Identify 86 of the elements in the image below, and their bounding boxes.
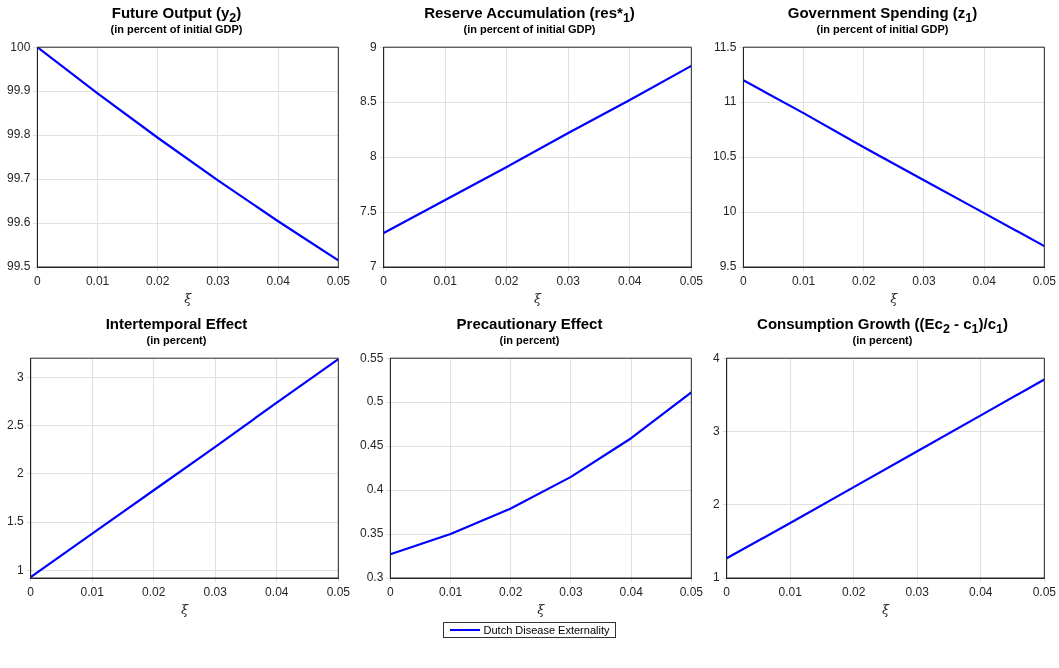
y-tick-label: 2.5 <box>6 417 24 432</box>
x-tick-label: 0 <box>27 584 35 599</box>
x-axis-title: ξ <box>533 290 542 306</box>
x-tick-label: 0.03 <box>556 273 581 288</box>
y-tick-label: 99.5 <box>7 259 31 274</box>
y-tick-label: 9.5 <box>719 259 737 274</box>
y-tick-label: 100 <box>10 39 31 54</box>
x-tick-label: 0.04 <box>265 584 289 599</box>
chart-title: Intertemporal Effect <box>104 315 249 334</box>
x-tick-label: 0 <box>740 273 748 288</box>
y-tick-label: 99.6 <box>7 215 31 230</box>
y-tick-label: 1.5 <box>6 514 24 529</box>
x-tick-label: 0.05 <box>679 584 704 599</box>
y-tick-label: 0.3 <box>366 570 384 585</box>
y-tick-label: 99.8 <box>7 127 31 142</box>
y-tick-label: 9 <box>369 39 377 54</box>
y-tick-label: 0.45 <box>360 438 384 453</box>
x-tick-label: 0.01 <box>85 273 110 288</box>
chart-title: Future Output (y$_{2}$) <box>110 4 243 25</box>
x-tick-label: 0 <box>34 273 42 288</box>
x-tick-label: 0.04 <box>969 584 993 599</box>
x-tick-label: 0 <box>380 273 388 288</box>
chart-title: Government Spending (z$_{1}$) <box>786 4 979 25</box>
y-tick-label: 2 <box>16 466 24 481</box>
x-tick-label: 0.03 <box>905 584 930 599</box>
x-tick-label: 0.03 <box>206 273 230 288</box>
chart-subtitle: (in percent of initial GDP) <box>463 23 596 35</box>
y-tick-label: 11 <box>723 94 737 109</box>
chart-title: Consumption Growth ((Ec$_{2}$ - c$_{1}$)/c$_{1}$) <box>756 315 1009 336</box>
x-tick-label: 0.01 <box>438 584 463 599</box>
chart-title: Precautionary Effect <box>455 315 604 334</box>
x-tick-label: 0.01 <box>80 584 105 599</box>
legend-label: Dutch Disease Externality <box>442 622 617 638</box>
x-tick-label: 0.02 <box>499 584 523 599</box>
x-tick-label: 0.04 <box>618 273 642 288</box>
x-axis-title: ξ <box>890 290 899 306</box>
y-tick-label: 7 <box>369 259 377 274</box>
y-tick-label: 8 <box>369 149 377 164</box>
y-tick-label: 2 <box>712 497 720 512</box>
x-tick-label: 0.04 <box>972 273 997 288</box>
x-axis-title: ξ <box>180 601 189 617</box>
x-tick-label: 0.02 <box>852 273 876 288</box>
y-tick-label: 99.9 <box>7 83 31 98</box>
y-tick-label: 0.35 <box>360 526 384 541</box>
x-tick-label: 0.03 <box>203 584 228 599</box>
y-tick-label: 8.5 <box>359 94 377 109</box>
x-tick-label: 0.02 <box>146 273 170 288</box>
x-tick-label: 0.01 <box>791 273 816 288</box>
y-tick-label: 3 <box>712 423 720 438</box>
y-tick-label: 0.5 <box>366 394 384 409</box>
chart-title: Reserve Accumulation (res*$_{1}$) <box>423 4 636 25</box>
y-tick-label: 3 <box>16 369 24 384</box>
x-tick-label: 0.04 <box>619 584 644 599</box>
x-tick-label: 0 <box>387 584 395 599</box>
x-tick-label: 0.05 <box>1032 273 1057 288</box>
y-tick-label: 0.4 <box>366 482 384 497</box>
x-axis-title: ξ <box>881 601 890 617</box>
x-axis-title: ξ <box>537 601 546 617</box>
y-tick-label: 11.5 <box>713 39 737 54</box>
x-tick-label: 0.05 <box>679 273 704 288</box>
chart-subtitle: (in percent) <box>852 334 913 346</box>
x-tick-label: 0.05 <box>326 584 351 599</box>
y-tick-label: 10.5 <box>713 149 737 164</box>
x-tick-label: 0.02 <box>142 584 166 599</box>
x-tick-label: 0.05 <box>326 273 351 288</box>
x-axis-title: ξ <box>184 290 193 306</box>
x-tick-label: 0 <box>723 584 731 599</box>
x-tick-label: 0.02 <box>842 584 866 599</box>
x-tick-label: 0.02 <box>495 273 519 288</box>
chart-subtitle: (in percent) <box>498 334 561 348</box>
y-tick-label: 0.55 <box>360 350 384 365</box>
x-tick-label: 0.05 <box>1032 584 1057 599</box>
chart-subtitle: (in percent) <box>145 334 208 348</box>
y-tick-label: 99.7 <box>7 171 31 186</box>
y-tick-label: 1 <box>712 570 720 585</box>
y-tick-label: 1 <box>16 562 24 577</box>
x-tick-label: 0.03 <box>912 273 936 288</box>
x-tick-label: 0.03 <box>559 584 583 599</box>
chart-subtitle: (in percent of initial GDP) <box>109 23 244 37</box>
y-tick-label: 7.5 <box>359 204 377 219</box>
chart-subtitle: (in percent of initial GDP) <box>816 23 949 35</box>
y-tick-label: 10 <box>723 204 737 219</box>
x-tick-label: 0.04 <box>266 273 291 288</box>
x-tick-label: 0.01 <box>778 584 803 599</box>
y-tick-label: 4 <box>712 350 720 365</box>
x-tick-label: 0.01 <box>433 273 458 288</box>
